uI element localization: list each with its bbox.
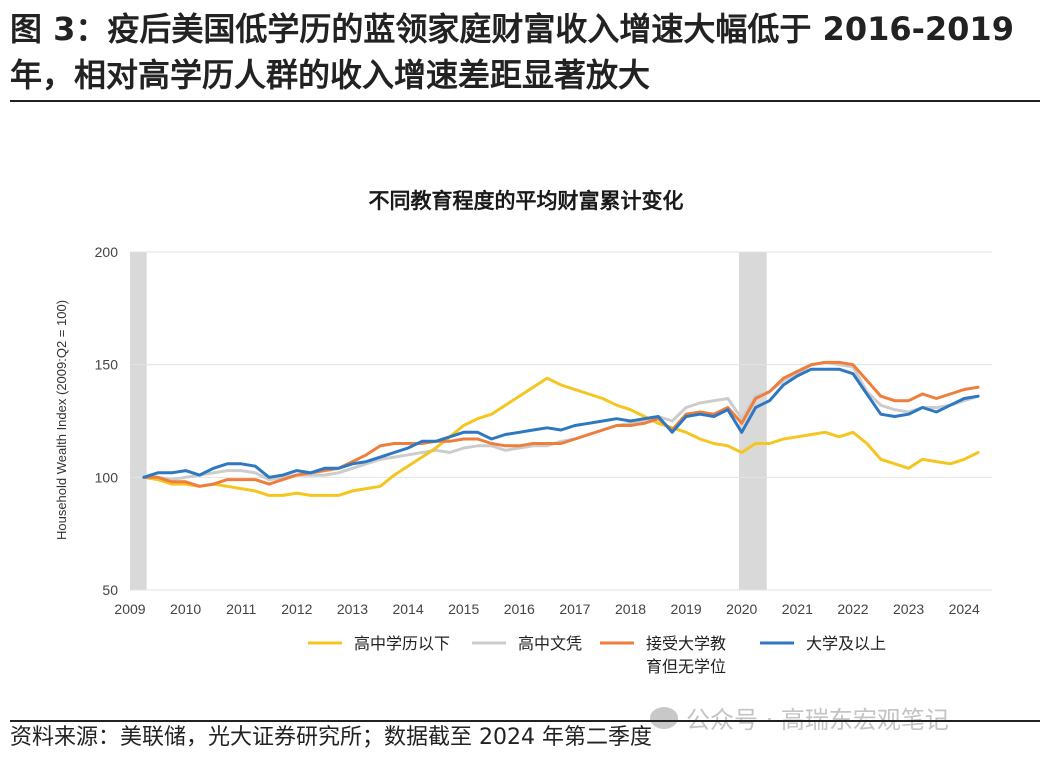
legend-label-hs: 高中文凭 [518, 634, 582, 653]
x-tick-label: 2024 [949, 601, 980, 617]
x-tick-label: 2009 [114, 601, 145, 617]
y-axis-label: Household Wealth Index (2009:Q2 = 100) [54, 300, 69, 540]
series-line-hs [142, 360, 980, 482]
y-tick-label: 100 [95, 469, 119, 485]
y-tick-label: 200 [95, 244, 119, 260]
series-line-below-hs [142, 376, 980, 497]
x-tick-label: 2020 [726, 601, 757, 617]
source-note: 资料来源：美联储，光大证券研究所；数据截至 2024 年第二季度 [10, 720, 1040, 753]
x-tick-label: 2015 [448, 601, 479, 617]
series-lines [142, 360, 980, 497]
figure-title: 图 3：疫后美国低学历的蓝领家庭财富收入增速大幅低于 2016-2019 年，相… [10, 10, 1014, 94]
legend-label-below-hs: 高中学历以下 [354, 634, 450, 653]
x-tick-label: 2012 [281, 601, 312, 617]
x-tick-label: 2023 [893, 601, 924, 617]
recession-band-0 [130, 252, 147, 590]
x-tick-label: 2019 [671, 601, 702, 617]
series-line-some-college [142, 360, 980, 488]
y-tick-label: 150 [95, 357, 119, 373]
x-tick-label: 2018 [615, 601, 646, 617]
axis-ticks: 50 100 150 200 2009 2010 2011 2012 2013 2014 2015 2… [95, 244, 980, 617]
chart-title: 不同教育程度的平均财富累计变化 [369, 189, 684, 213]
x-tick-label: 2017 [559, 601, 590, 617]
line-chart: 不同教育程度的平均财富累计变化 Household Wealth Index (… [54, 189, 992, 676]
legend-label-some-college: 接受大学教 [646, 634, 726, 653]
x-tick-label: 2022 [837, 601, 868, 617]
x-tick-label: 2011 [226, 601, 256, 617]
x-tick-label: 2021 [782, 601, 813, 617]
x-tick-label: 2016 [504, 601, 535, 617]
legend-label-some-college: 育但无学位 [646, 657, 726, 676]
legend-label-college: 大学及以上 [806, 634, 886, 653]
series-line-college [142, 367, 980, 479]
title-divider [10, 100, 1040, 102]
x-tick-label: 2010 [170, 601, 201, 617]
wechat-icon [650, 706, 678, 729]
x-tick-label: 2014 [392, 601, 423, 617]
x-tick-label: 2013 [337, 601, 368, 617]
grid-lines [130, 251, 992, 591]
y-tick-label: 50 [102, 582, 118, 598]
